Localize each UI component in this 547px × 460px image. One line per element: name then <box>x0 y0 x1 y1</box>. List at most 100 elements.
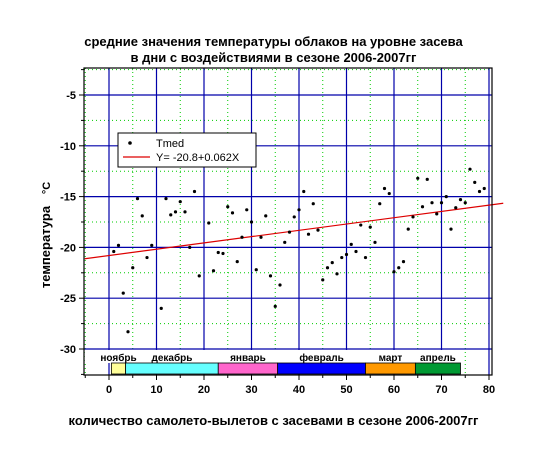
data-point <box>444 195 448 199</box>
data-point <box>397 266 401 270</box>
month-label: март <box>379 353 403 364</box>
y-tick-label: -25 <box>60 293 76 305</box>
data-point <box>112 249 116 254</box>
data-point <box>226 205 230 209</box>
data-point <box>401 260 406 264</box>
month-band <box>125 362 219 375</box>
x-tick-label: 70 <box>435 384 447 396</box>
data-point <box>454 206 458 210</box>
data-point <box>420 205 425 209</box>
data-point <box>197 274 201 278</box>
month-band <box>217 362 279 375</box>
data-point <box>435 212 439 216</box>
data-point <box>183 210 187 214</box>
data-point <box>164 197 168 201</box>
chart-title-line2: в дни с воздействиями в сезоне 2006-2007… <box>130 50 417 65</box>
major-grid <box>84 68 492 375</box>
data-point <box>287 230 292 234</box>
data-point <box>354 249 358 254</box>
data-point <box>292 215 296 219</box>
month-label: ноябрь <box>100 352 136 364</box>
axis-ticks: 0 10 20 30 40 50 60 70 80 -5 -10 -15 -20 -25 -30 <box>60 69 495 396</box>
data-point <box>240 235 244 239</box>
x-tick-label: 40 <box>293 384 305 396</box>
data-point <box>416 176 420 180</box>
data-point <box>235 260 239 264</box>
x-tick-label: 50 <box>340 384 352 396</box>
data-point <box>382 186 387 191</box>
data-point <box>449 227 453 231</box>
data-point <box>116 243 121 247</box>
legend-box <box>117 132 257 168</box>
data-points <box>112 167 486 334</box>
data-point <box>121 291 125 295</box>
legend: Tmed Y= -20.8+0.062X <box>117 132 257 168</box>
trend-line <box>84 202 504 260</box>
data-point <box>473 180 477 184</box>
y-axis-label: температура <box>38 205 53 288</box>
data-point <box>316 228 320 232</box>
data-point <box>254 268 258 272</box>
data-point <box>387 191 391 196</box>
data-point <box>278 283 282 287</box>
data-point <box>273 304 277 308</box>
month-bands: ноябрь декабрь январь февраль март апрель <box>85 350 462 375</box>
data-point <box>468 167 472 171</box>
month-label: январь <box>230 353 266 364</box>
data-point <box>178 200 182 204</box>
data-point <box>306 232 311 236</box>
month-label: февраль <box>299 352 344 364</box>
y-axis-unit: °С <box>41 182 53 194</box>
x-tick-label: 60 <box>388 384 400 396</box>
data-point <box>325 266 330 270</box>
data-point <box>340 255 344 260</box>
y-tick-label: -15 <box>60 192 76 204</box>
month-band <box>110 362 127 375</box>
data-point <box>230 211 235 215</box>
data-point <box>330 261 334 265</box>
data-point <box>458 198 463 202</box>
y-tick-label: -20 <box>60 242 76 254</box>
data-point <box>192 189 197 194</box>
month-label: апрель <box>420 353 456 364</box>
data-point <box>264 214 268 218</box>
x-tick-label: 0 <box>106 384 112 396</box>
data-point <box>126 330 130 334</box>
data-point <box>173 210 178 214</box>
data-point <box>249 220 254 224</box>
legend-point-marker <box>128 141 132 145</box>
month-band <box>414 362 461 375</box>
data-point <box>211 269 216 273</box>
chart-title-line1: средние значения температуры облаков на … <box>84 34 463 49</box>
minor-grid <box>84 68 492 375</box>
month-band <box>277 362 366 375</box>
data-point <box>373 240 377 244</box>
data-point <box>221 251 225 256</box>
y-axis-label-group: температура °С <box>38 182 53 288</box>
data-point <box>259 235 263 239</box>
data-point <box>430 201 434 205</box>
data-point <box>378 202 382 206</box>
data-point <box>216 250 220 255</box>
data-point <box>411 215 415 219</box>
data-point <box>188 245 192 249</box>
data-point <box>145 255 149 260</box>
data-point <box>302 189 306 194</box>
month-label: декабрь <box>151 352 192 364</box>
x-tick-label: 80 <box>483 384 495 396</box>
data-point <box>297 208 301 212</box>
data-point <box>406 227 410 231</box>
data-point <box>135 197 140 201</box>
legend-line-label: Y= -20.8+0.062X <box>156 152 240 164</box>
data-point <box>150 243 154 247</box>
data-point <box>363 255 368 260</box>
data-point <box>482 186 486 191</box>
x-tick-label: 30 <box>245 384 257 396</box>
data-point <box>344 252 349 257</box>
y-tick-label: -10 <box>60 141 76 153</box>
data-point <box>131 266 135 270</box>
trend-line-layer <box>84 202 504 260</box>
data-point <box>268 274 273 278</box>
data-point <box>349 242 353 246</box>
data-point <box>283 240 287 244</box>
